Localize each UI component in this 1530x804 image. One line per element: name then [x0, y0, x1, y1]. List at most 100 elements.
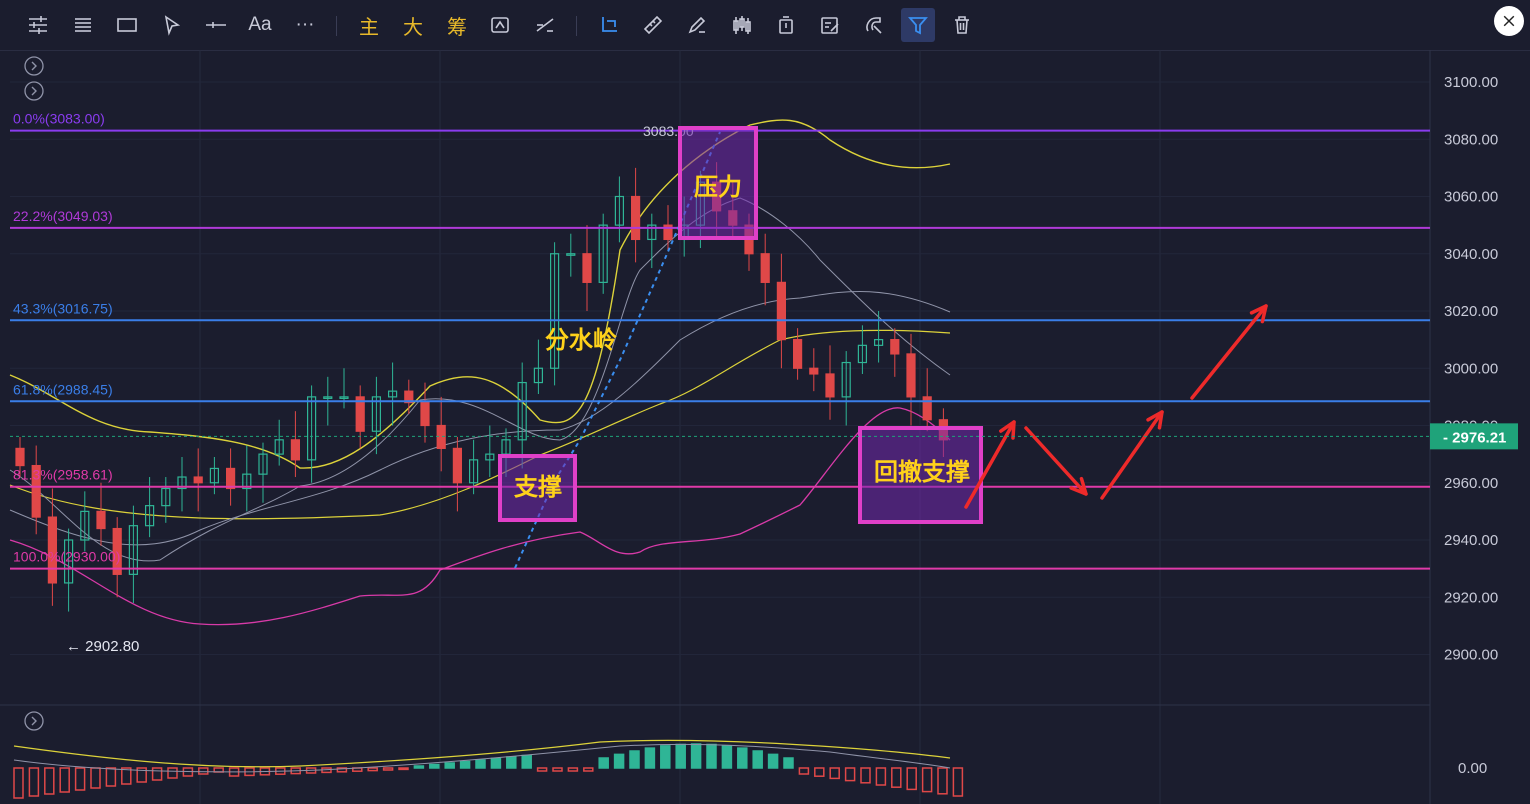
volume-bar — [398, 767, 409, 771]
volume-bar — [44, 767, 55, 795]
volume-bar — [860, 767, 871, 784]
volume-bar — [490, 757, 502, 769]
volume-bar — [598, 757, 609, 769]
compare-button[interactable] — [528, 8, 562, 42]
candle-body — [533, 367, 544, 384]
volume-bar — [74, 767, 86, 791]
candle-body — [258, 453, 268, 475]
pullback-support-label: 回撤支撑 — [874, 458, 970, 486]
volume-bar — [506, 756, 517, 769]
candle-type-button[interactable] — [725, 8, 759, 42]
volume-bar — [536, 767, 548, 772]
pressure-box — [678, 126, 758, 240]
select-icon — [602, 17, 617, 32]
list-icon — [75, 18, 91, 32]
volume-bar — [198, 767, 209, 775]
fib-level-label: 43.3%(3016.75) — [13, 300, 113, 316]
chevron-circle — [24, 711, 44, 731]
volume-ma — [13, 739, 951, 768]
horizontal-line-icon — [206, 22, 226, 28]
collapse-chevron-icon[interactable] — [24, 56, 44, 76]
lower-band — [9, 407, 951, 626]
ruler-button[interactable] — [636, 8, 670, 42]
magnet-button[interactable] — [857, 8, 891, 42]
volume-bar — [136, 767, 147, 783]
candle-body — [614, 195, 625, 226]
lock-button[interactable] — [769, 8, 803, 42]
filter-button[interactable] — [901, 8, 935, 42]
volume-bar — [336, 767, 348, 773]
close-button[interactable] — [1494, 6, 1524, 36]
volume-ma — [13, 743, 951, 773]
select-button[interactable] — [592, 8, 626, 42]
more-tools-label: ··· — [295, 14, 315, 35]
price-axis: 3100.00 3080.00 3060.00 3040.00 3020.00 3000.… — [10, 74, 1518, 777]
candle-body — [355, 396, 365, 432]
candle-body — [307, 396, 317, 461]
volume-bar — [521, 754, 532, 769]
candle-body — [226, 467, 236, 490]
candle-body — [15, 447, 25, 467]
volume-bar — [59, 767, 70, 793]
volume-bar — [921, 767, 933, 793]
horizontal-line-button[interactable] — [199, 8, 233, 42]
note-icon — [821, 17, 839, 34]
candle-body — [517, 381, 527, 441]
candle-body — [436, 424, 446, 449]
candle-body — [549, 253, 560, 369]
candle-body — [873, 339, 884, 346]
chips-button[interactable]: 筹 — [440, 8, 474, 42]
list-button[interactable] — [66, 8, 100, 42]
candle-body — [485, 453, 495, 461]
text-tool-button[interactable]: Aa — [243, 8, 277, 42]
chevron-circle — [24, 56, 44, 76]
fib-level-label: 81.3%(2958.61) — [13, 467, 113, 483]
volume-bar — [583, 767, 594, 772]
rectangle-button[interactable] — [110, 8, 144, 42]
candle-body — [630, 195, 641, 241]
projection-arrowhead — [1069, 476, 1088, 496]
toolbar-separator — [576, 16, 577, 36]
volume-bar — [90, 767, 101, 789]
candle-body — [825, 373, 835, 398]
collapse-chevron-icon[interactable] — [24, 711, 44, 731]
volume-bar — [644, 747, 656, 769]
lock-icon — [779, 16, 793, 34]
more-tools-button[interactable]: ··· — [288, 8, 322, 42]
middle-band — [9, 329, 951, 520]
cursor-button[interactable] — [155, 8, 189, 42]
candle-body — [598, 224, 608, 283]
volume-bar — [613, 753, 625, 769]
main-indicator-button[interactable]: 主 — [352, 8, 386, 42]
bollinger-bands — [9, 119, 951, 626]
ruler-icon — [643, 15, 663, 35]
candle-body — [922, 396, 932, 421]
volume-bar — [459, 760, 471, 769]
projection-arrow — [1100, 410, 1164, 500]
brush-button[interactable] — [680, 8, 714, 42]
ma-line — [9, 197, 951, 562]
collapse-chevron-icon[interactable] — [24, 81, 44, 101]
note-button[interactable] — [813, 8, 847, 42]
large-button[interactable]: 大 — [396, 8, 430, 42]
volume-bar — [721, 745, 733, 769]
volume-bar — [13, 767, 24, 799]
fib-level-label: 22.2%(3049.03) — [13, 208, 113, 224]
price-tick-label: 3000.00 — [1444, 360, 1498, 377]
price-tick-label: 3100.00 — [1444, 74, 1498, 91]
volume-bar — [829, 767, 840, 780]
chevron-right-icon — [31, 716, 37, 726]
volume-bar — [906, 767, 917, 791]
volume-bar — [814, 767, 825, 777]
indicator-settings-button[interactable] — [21, 8, 55, 42]
price-chart[interactable]: 0.0%(3083.00) 22.2%(3049.03) 43.3%(3016.75… — [0, 50, 1530, 804]
fibonacci-retracement[interactable]: 0.0%(3083.00) 22.2%(3049.03) 43.3%(3016.75… — [10, 111, 1430, 570]
replay-button[interactable] — [483, 8, 517, 42]
volume-bar — [444, 762, 455, 769]
candle-body — [388, 390, 398, 398]
pressure-label: 压力 — [694, 173, 742, 201]
delete-button[interactable] — [945, 8, 979, 42]
candle-body — [63, 539, 74, 584]
volume-bar — [875, 767, 887, 786]
support-label: 支撑 — [514, 473, 562, 501]
